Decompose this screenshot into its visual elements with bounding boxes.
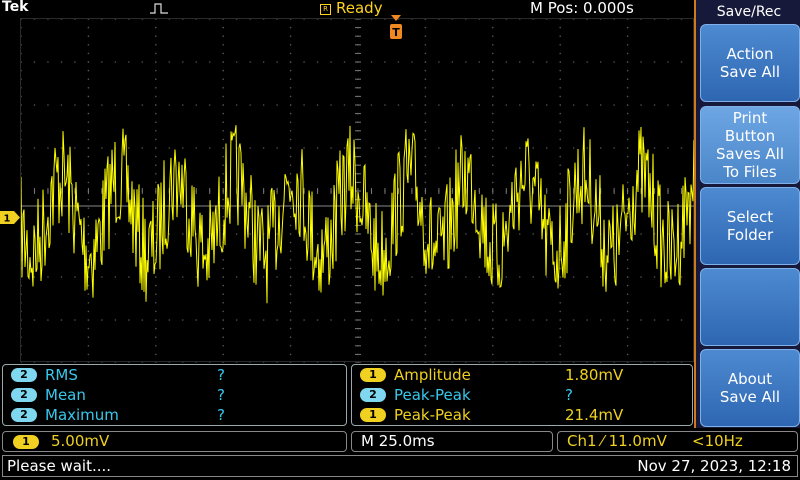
print-button-saves-all-button[interactable]: Print Button Saves All To Files <box>700 106 800 184</box>
timebase-readout[interactable]: M 25.0ms <box>351 431 553 452</box>
ch1-badge: 1 <box>360 368 386 382</box>
waveform-display[interactable] <box>20 18 695 363</box>
select-folder-button[interactable]: Select Folder <box>700 187 800 265</box>
measurement-name: Mean <box>45 386 86 404</box>
ch1-ground-marker[interactable]: 1 <box>0 211 20 224</box>
measurement-value: 1.80mV <box>565 366 624 384</box>
status-message: Please wait.... <box>7 457 112 475</box>
status-header: Tek R Ready M Pos: 0.000s <box>0 0 694 18</box>
measurement-name: RMS <box>45 366 78 384</box>
ch2-badge: 2 <box>11 368 37 382</box>
measurement-row: 1 Peak-Peak 21.4mV <box>352 406 692 425</box>
brand-logo: Tek <box>2 0 29 15</box>
measurement-value: ? <box>217 406 225 424</box>
about-save-all-button[interactable]: About Save All <box>700 349 800 427</box>
ch1-vertical-scale-readout[interactable]: 1 5.00mV <box>2 431 347 452</box>
ch1-marker-label: 1 <box>4 214 11 225</box>
measurements-left-panel[interactable]: 2 RMS ? 2 Mean ? 2 Maximum ? <box>2 364 347 426</box>
trigger-pulse-icon <box>150 3 168 14</box>
ch1-badge: 1 <box>13 435 39 449</box>
acquisition-icon: R <box>320 4 331 15</box>
horizontal-position-readout: M Pos: 0.000s <box>530 0 634 17</box>
measurement-value: 21.4mV <box>565 406 624 424</box>
trigger-position-marker[interactable]: T <box>388 15 404 41</box>
trigger-level: Ch1 ⁄ 11.0mV <box>567 432 667 450</box>
trigger-frequency: <10Hz <box>692 432 743 450</box>
measurement-name: Peak-Peak <box>394 386 471 404</box>
action-save-all-button[interactable]: Action Save All <box>700 24 800 102</box>
measurement-row: 2 Peak-Peak ? <box>352 386 692 405</box>
ch1-waveform-trace <box>21 125 695 304</box>
ch1-badge: 1 <box>360 408 386 422</box>
measurement-row: 2 Maximum ? <box>3 406 346 425</box>
measurement-name: Amplitude <box>394 366 471 384</box>
timebase-value: M 25.0ms <box>361 432 435 450</box>
ch2-badge: 2 <box>360 388 386 402</box>
date-time: Nov 27, 2023, 12:18 <box>637 457 791 475</box>
measurements-right-panel[interactable]: 1 Amplitude 1.80mV 2 Peak-Peak ? 1 Peak-… <box>351 364 693 426</box>
side-menu: Save/Rec Action Save All Print Button Sa… <box>694 0 800 428</box>
acquisition-state: R Ready <box>320 0 383 17</box>
measurement-row: 2 RMS ? <box>3 366 346 385</box>
ch1-scale-value: 5.00mV <box>51 432 110 450</box>
status-bar: Please wait.... Nov 27, 2023, 12:18 <box>2 455 798 477</box>
ch1-waveform-line <box>21 125 695 304</box>
measurement-name: Peak-Peak <box>394 406 471 424</box>
measurement-name: Maximum <box>45 406 119 424</box>
measurement-value: ? <box>217 366 225 384</box>
acquisition-state-label: Ready <box>336 0 383 17</box>
measurement-row: 1 Amplitude 1.80mV <box>352 366 692 385</box>
ch2-badge: 2 <box>11 408 37 422</box>
ch2-badge: 2 <box>11 388 37 402</box>
blank-menu-button[interactable] <box>700 268 800 346</box>
trigger-marker-label: T <box>392 26 400 39</box>
trigger-readout[interactable]: Ch1 ⁄ 11.0mV <10Hz <box>557 431 798 452</box>
side-menu-title: Save/Rec <box>716 4 782 20</box>
measurement-row: 2 Mean ? <box>3 386 346 405</box>
measurement-value: ? <box>565 386 573 404</box>
measurement-value: ? <box>217 386 225 404</box>
